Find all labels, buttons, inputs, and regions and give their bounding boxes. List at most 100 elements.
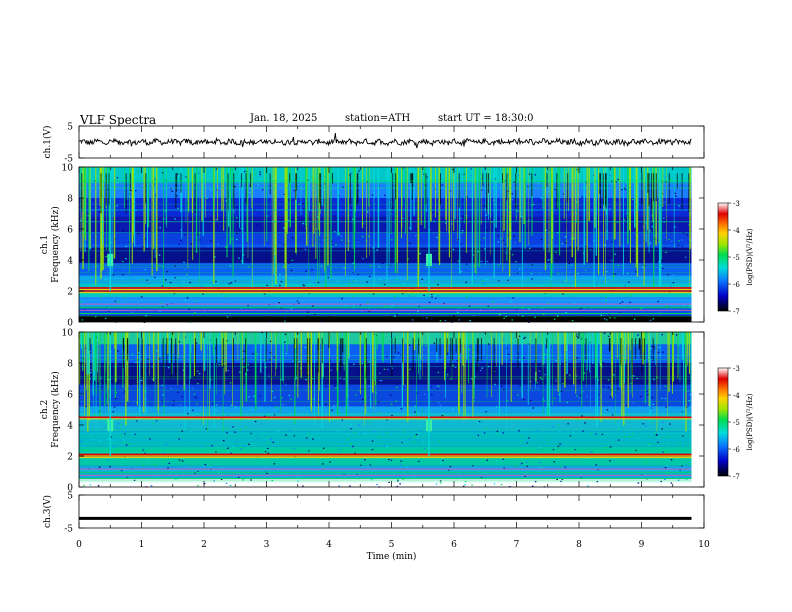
speckle — [460, 368, 462, 370]
speckle — [340, 379, 343, 382]
speckle — [603, 332, 606, 334]
speckle — [396, 278, 398, 280]
speckle — [211, 279, 214, 281]
speckle — [425, 317, 428, 319]
speckle — [408, 227, 411, 229]
speckle — [648, 443, 650, 445]
speckle — [279, 284, 281, 287]
speckle — [465, 263, 468, 265]
speckle — [270, 173, 272, 175]
speckle — [471, 484, 473, 486]
speckle — [358, 424, 361, 426]
speckle — [317, 216, 319, 218]
speckle — [305, 270, 307, 272]
speckle — [407, 258, 409, 260]
colorbar-tick-label: -3 — [733, 365, 740, 373]
speckle — [115, 450, 117, 453]
speckle — [498, 314, 501, 316]
speckle — [351, 218, 354, 220]
speckle — [144, 238, 146, 240]
speckle — [336, 281, 339, 283]
speckle — [187, 413, 189, 415]
speckle — [100, 296, 102, 298]
speckle — [385, 355, 388, 358]
speckle — [502, 337, 504, 339]
speckle — [654, 431, 657, 434]
colorbar-tick-label: -5 — [733, 419, 740, 427]
speckle — [296, 184, 299, 186]
speckle — [126, 295, 129, 297]
speckle — [133, 222, 135, 224]
speckle — [124, 441, 126, 444]
speckle — [166, 304, 168, 306]
speckle — [281, 473, 284, 475]
speckle — [597, 379, 599, 381]
speckle — [389, 306, 392, 308]
speckle — [486, 459, 489, 461]
speckle — [513, 339, 515, 342]
speckle — [364, 433, 366, 435]
speckle — [460, 317, 462, 319]
speckle — [559, 443, 561, 445]
speckle — [531, 278, 533, 280]
colorbar-tick-label: -3 — [733, 200, 740, 208]
speckle — [152, 378, 154, 381]
speckle — [199, 469, 201, 471]
speckle — [187, 376, 189, 379]
speckle — [218, 364, 220, 366]
speckle — [507, 190, 509, 192]
speckle — [507, 279, 509, 282]
speckle — [651, 421, 654, 423]
speckle — [202, 293, 205, 295]
speckle — [472, 254, 474, 256]
speckle — [122, 274, 124, 276]
speckle — [423, 294, 425, 296]
speckle — [391, 295, 393, 298]
speckle — [343, 267, 346, 269]
speckle — [479, 309, 482, 311]
speckle — [274, 406, 277, 408]
speckle — [458, 319, 460, 321]
speckle — [433, 342, 436, 344]
speckle — [483, 458, 485, 460]
speckle — [614, 391, 617, 393]
speckle — [674, 226, 676, 228]
speckle — [394, 315, 396, 317]
speckle — [194, 172, 196, 174]
speckle — [114, 428, 116, 431]
speckle — [449, 190, 451, 192]
speckle — [234, 421, 236, 423]
speckle — [176, 265, 178, 267]
speckle — [226, 427, 228, 429]
speckle — [230, 316, 232, 319]
speckle — [651, 226, 654, 228]
speckle — [572, 432, 575, 434]
speckle — [362, 258, 364, 260]
speckle — [178, 438, 180, 440]
speckle — [367, 235, 370, 237]
frequency-band — [79, 406, 692, 413]
speckle — [366, 302, 369, 304]
speckle — [153, 184, 155, 186]
speckle — [151, 423, 154, 425]
speckle — [349, 485, 351, 487]
speckle — [204, 463, 207, 466]
speckle — [104, 279, 107, 281]
frequency-band — [79, 232, 692, 245]
speckle — [576, 419, 579, 421]
speckle — [231, 299, 234, 301]
speckle — [159, 261, 161, 263]
colorbar-tick-label: -6 — [733, 446, 740, 454]
x-tick-label: 9 — [639, 540, 645, 550]
speckle — [215, 218, 217, 221]
speckle — [157, 224, 159, 226]
speckle — [182, 344, 184, 346]
speckle — [431, 293, 433, 296]
speckle — [460, 217, 463, 220]
speckle — [485, 214, 488, 216]
speckle — [580, 477, 582, 479]
speckle — [386, 446, 389, 448]
speckle — [435, 191, 438, 193]
speckle — [463, 173, 466, 175]
speckle — [500, 286, 502, 288]
